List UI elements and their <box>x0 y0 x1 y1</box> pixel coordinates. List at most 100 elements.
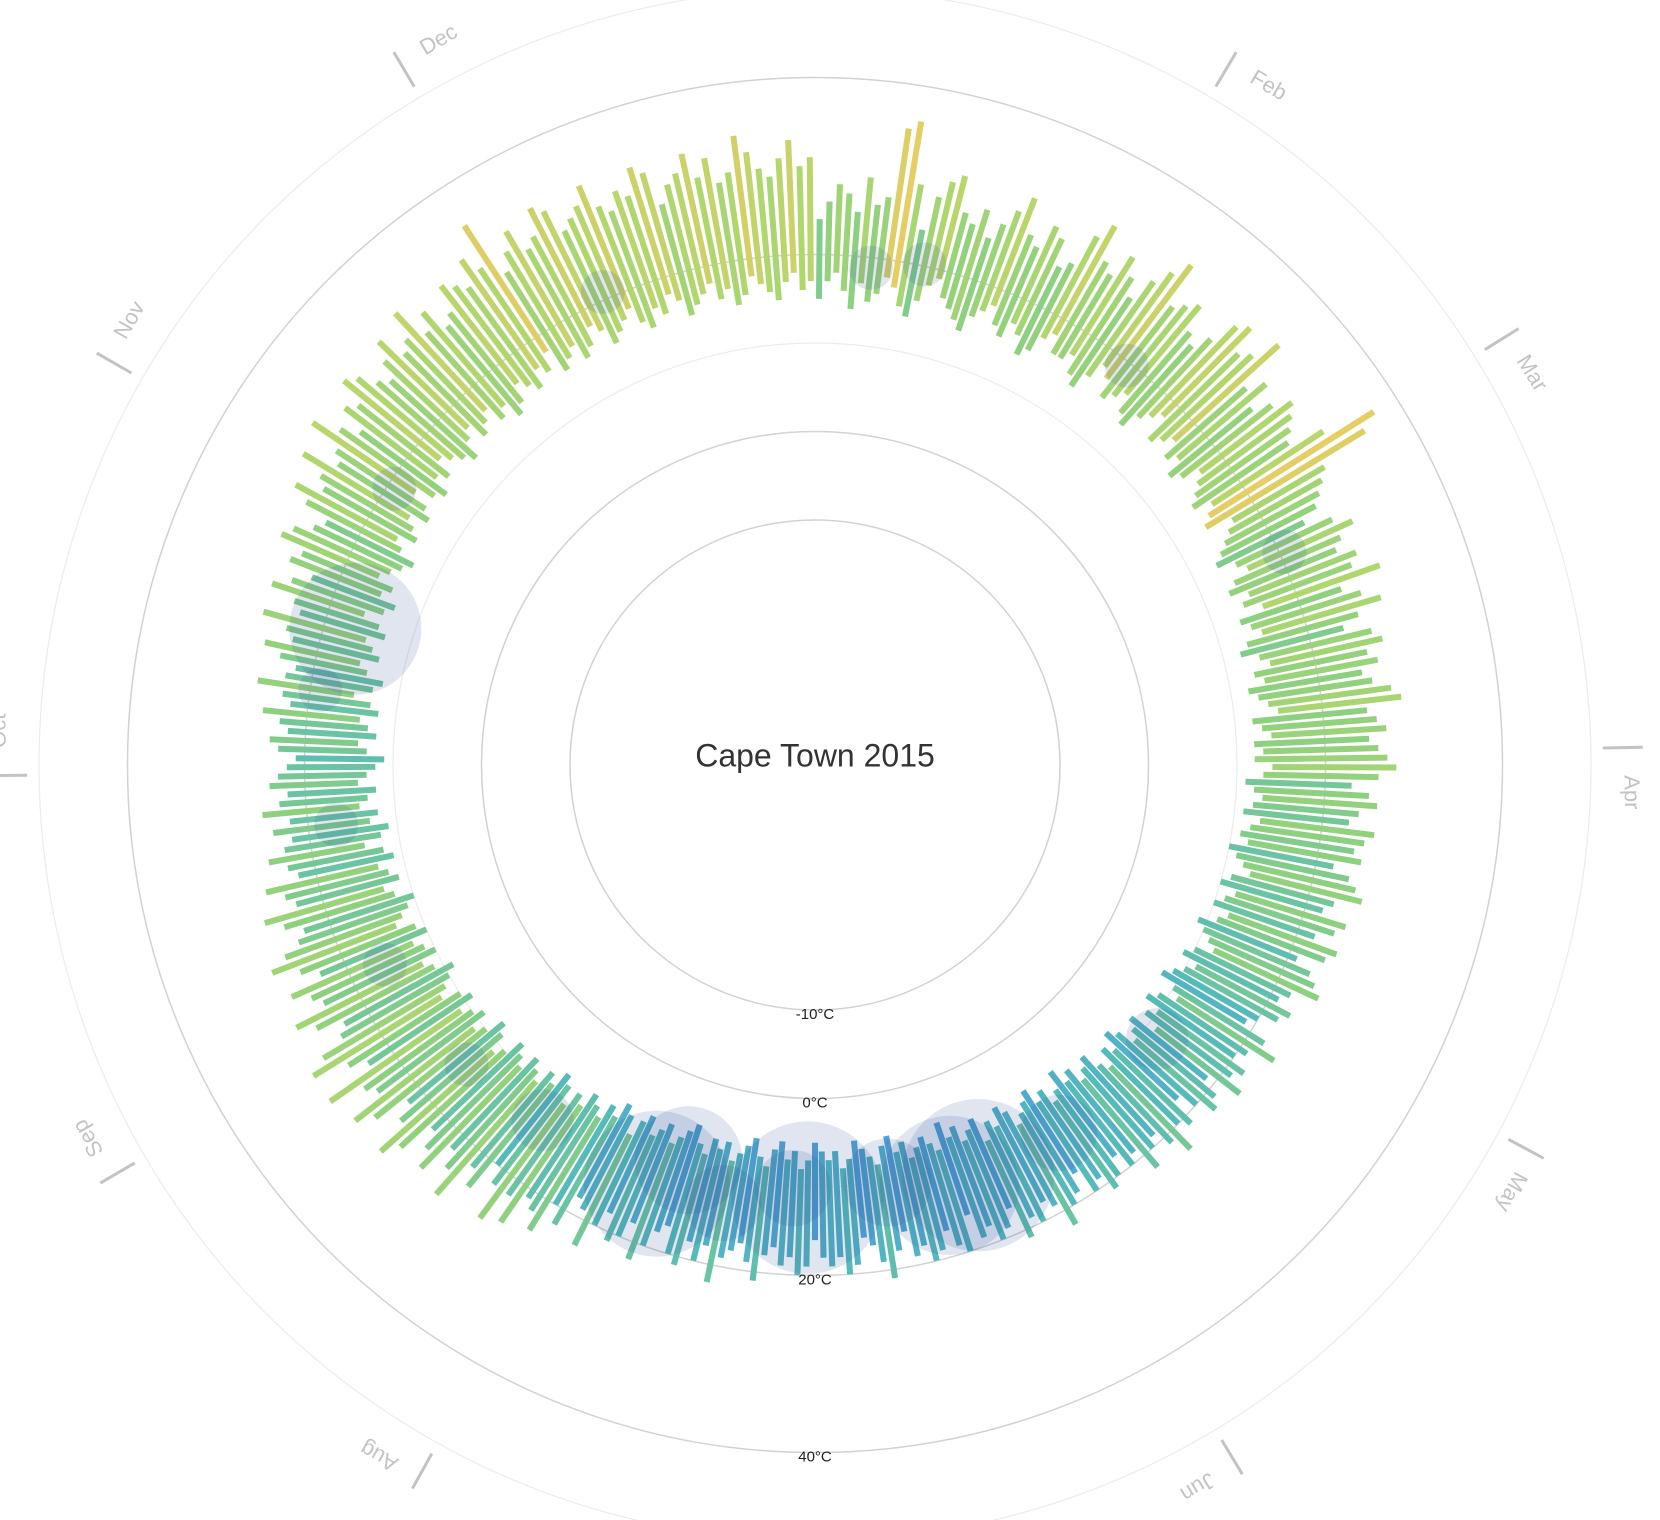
temperature-bar <box>1259 817 1375 839</box>
temperature-bar <box>1111 1047 1193 1126</box>
rain-bubble <box>362 942 407 987</box>
month-tick <box>99 1161 136 1185</box>
temperature-bar <box>1271 725 1387 739</box>
temperature-bar <box>991 233 1034 327</box>
month-label: Jun <box>1176 1468 1219 1508</box>
month-label: May <box>1491 1168 1533 1216</box>
temperature-bar <box>1167 406 1254 479</box>
temperature-bar <box>1234 516 1334 568</box>
temperature-bar <box>269 736 359 747</box>
temperature-bar <box>1171 342 1281 443</box>
temperature-bar <box>1079 1054 1156 1138</box>
temperature-bar <box>378 1049 496 1154</box>
temperature-bar <box>717 1152 744 1259</box>
rain-bubble <box>843 1138 932 1227</box>
temperature-bar <box>470 1070 556 1169</box>
temperature-bar <box>319 473 415 533</box>
ring-40 <box>126 76 1504 1454</box>
temperature-bar <box>625 1142 675 1261</box>
temperature-bar <box>1247 549 1358 598</box>
temperature-bar <box>310 943 426 1002</box>
temperature-bar <box>1159 353 1255 443</box>
temperature-bar <box>846 1158 862 1266</box>
temperature-bar <box>287 727 377 740</box>
temperature-bar <box>363 1009 475 1092</box>
temperature-bar <box>1102 271 1175 369</box>
temperature-bar <box>525 247 591 360</box>
temperature-bar <box>1179 403 1274 479</box>
temperature-bar <box>294 482 399 543</box>
temperature-bar <box>299 609 386 641</box>
temperature-bar <box>1228 843 1334 870</box>
temperature-bar <box>279 652 368 677</box>
temperature-bar <box>935 175 969 280</box>
temperature-bar <box>1254 754 1388 763</box>
rain-bubble <box>314 803 359 848</box>
temperature-bar <box>552 1103 617 1207</box>
temperature-bar <box>1050 260 1109 356</box>
temperature-bar <box>890 121 925 288</box>
temperature-bar <box>319 926 428 978</box>
temperature-bar <box>1219 878 1324 914</box>
temperature-bar <box>606 1115 657 1215</box>
temperature-bar <box>630 1123 675 1225</box>
temperature-bar <box>271 580 366 618</box>
temperature-bar <box>664 1142 704 1255</box>
month-tick <box>1602 745 1643 750</box>
temperature-bar <box>615 1128 666 1238</box>
temperature-bar <box>477 266 552 373</box>
temperature-bar <box>355 376 455 461</box>
temperature-bar <box>262 707 361 723</box>
temperature-bar <box>444 1067 539 1171</box>
rain-bubble <box>298 667 343 712</box>
temperature-bar <box>1242 861 1357 894</box>
temperature-bar <box>424 1053 524 1151</box>
temperature-bar <box>347 991 462 1069</box>
temperature-bar <box>945 223 976 310</box>
temperature-bar <box>424 330 506 421</box>
temperature-bar <box>573 205 628 322</box>
temperature-bar <box>857 177 874 284</box>
temperature-bar <box>1215 519 1306 569</box>
rain-bubble <box>848 245 893 290</box>
temperature-bar <box>839 1168 854 1275</box>
axis-label: 0°C <box>802 1094 827 1111</box>
temperature-bar <box>567 217 624 333</box>
temperature-bar <box>1258 677 1373 701</box>
temperature-bar <box>686 1138 720 1243</box>
temperature-bar <box>1147 351 1241 443</box>
ring-outer-guide <box>38 0 1592 1520</box>
temperature-bar <box>1249 824 1365 847</box>
temperature-bar <box>984 1139 1035 1239</box>
temperature-bar <box>749 1166 770 1281</box>
temperature-bar <box>1227 477 1324 535</box>
temperature-bar <box>1263 771 1379 781</box>
temperature-bar <box>1013 265 1063 356</box>
temperature-bar <box>1247 669 1363 695</box>
temperature-bar <box>1153 1026 1242 1096</box>
temperature-bar <box>1252 801 1359 818</box>
temperature-bar <box>948 1125 993 1227</box>
temperature-bar <box>803 1160 812 1267</box>
temperature-bar <box>1066 276 1135 376</box>
temperature-bar <box>343 961 455 1027</box>
temperature-bar <box>639 172 683 302</box>
temperature-bar <box>278 771 367 780</box>
month-label: Feb <box>1246 64 1291 105</box>
temperature-bar <box>1239 830 1355 855</box>
temperature-bar <box>818 1151 827 1258</box>
temperature-bar <box>825 1160 836 1267</box>
temperature-bar <box>282 690 371 709</box>
temperature-bar <box>1155 1009 1246 1077</box>
temperature-bar <box>724 171 749 296</box>
temperature-bar <box>850 1140 867 1238</box>
temperature-bar <box>703 1160 736 1283</box>
temperature-bar <box>491 1083 572 1187</box>
temperature-bar <box>575 184 632 310</box>
temperature-bar <box>445 324 524 417</box>
temperature-bar <box>399 1032 504 1124</box>
temperature-bar <box>1249 870 1363 905</box>
temperature-bar <box>1235 852 1350 883</box>
temperature-bar <box>290 577 385 616</box>
